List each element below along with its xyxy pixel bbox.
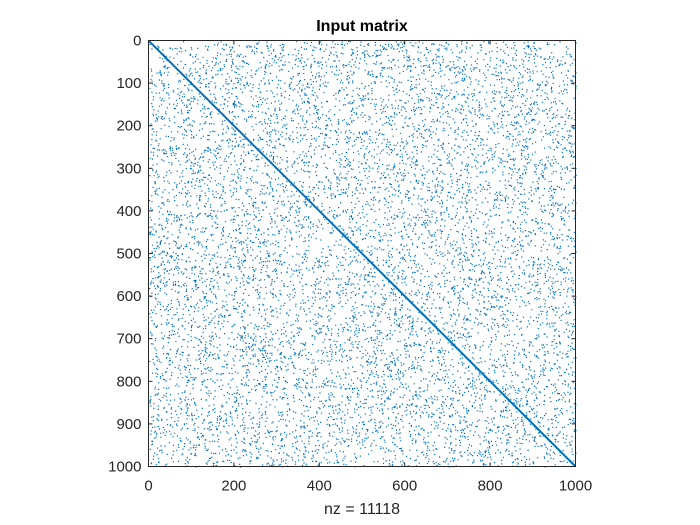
x-tick-label: 600 <box>392 478 417 495</box>
diagonal-nonzeros <box>148 40 577 468</box>
y-tick-label: 0 <box>133 33 141 50</box>
y-tick-label: 400 <box>116 203 141 220</box>
y-tick-label: 1000 <box>108 459 141 476</box>
x-axis-label: nz = 11118 <box>324 501 400 518</box>
y-tick-label: 100 <box>116 75 141 92</box>
x-axis: 0 200 400 600 800 1000 <box>144 40 592 495</box>
y-tick-label: 800 <box>116 373 141 390</box>
y-tick-label: 900 <box>116 416 141 433</box>
y-tick-label: 200 <box>116 118 141 135</box>
x-tick-label: 800 <box>478 478 503 495</box>
y-axis: 0 100 200 300 400 500 600 700 800 900 1000 <box>108 33 576 476</box>
x-tick-label: 0 <box>144 478 152 495</box>
y-tick-label: 300 <box>116 160 141 177</box>
y-tick-label: 600 <box>116 288 141 305</box>
y-tick-label: 500 <box>116 246 141 263</box>
chart-title: Input matrix <box>316 18 408 35</box>
x-tick-label: 1000 <box>559 478 592 495</box>
x-tick-label: 200 <box>221 478 246 495</box>
x-tick-label: 400 <box>307 478 332 495</box>
y-tick-label: 700 <box>116 331 141 348</box>
